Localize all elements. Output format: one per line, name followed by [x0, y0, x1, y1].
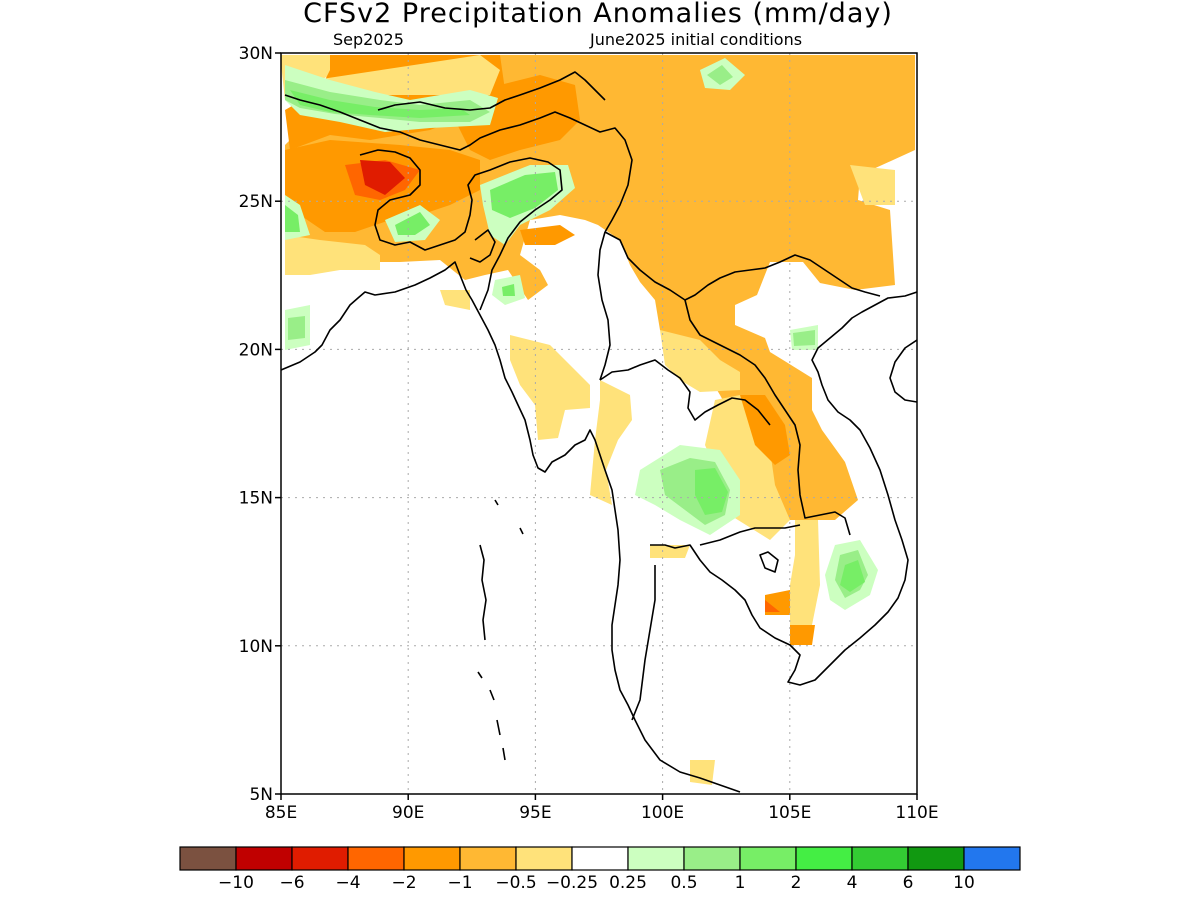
colorbar-label: −1 [447, 873, 472, 893]
colorbar-swatch [571, 846, 629, 871]
anomaly-patch [360, 160, 405, 195]
coastline-segment [759, 551, 779, 573]
y-tick-label: 25N [239, 192, 273, 212]
coastline-segment [631, 565, 656, 721]
colorbar-swatch [235, 846, 293, 871]
longitude-axis: 85E 90E 95E 100E 105E 110E [265, 794, 939, 823]
coastlines-and-borders [281, 71, 917, 793]
anomaly-patch [690, 760, 715, 785]
anomaly-patch [707, 65, 733, 85]
coastline-segment [699, 524, 801, 546]
coastline-segment [281, 261, 741, 793]
x-tick-label: 100E [641, 803, 684, 823]
anomaly-patch [790, 625, 815, 645]
anomaly-patch [395, 212, 430, 235]
colorbar-label: −0.5 [495, 873, 536, 893]
anomaly-patch [285, 235, 380, 275]
anomaly-patch [490, 172, 558, 218]
colorbar-swatch [627, 846, 685, 871]
coastline-segment [477, 671, 506, 761]
coastline-segment [597, 231, 611, 381]
anomaly-patch [695, 468, 728, 515]
gridlines [281, 53, 917, 794]
coastline-segment [650, 291, 917, 686]
colorbar-swatch [683, 846, 741, 871]
colorbar-swatch [907, 846, 965, 871]
colorbar-label: 2 [791, 873, 802, 893]
coastline-segment [599, 359, 771, 426]
colorbar-label: 1 [735, 873, 746, 893]
anomaly-shading [281, 55, 915, 785]
colorbar-label: 4 [847, 873, 858, 893]
colorbar-swatch [963, 846, 1021, 871]
colorbar-swatch [459, 846, 517, 871]
y-tick-label: 5N [249, 785, 273, 805]
anomaly-patch [765, 600, 780, 612]
coastline-segment [469, 229, 496, 263]
anomaly-patch [288, 316, 305, 340]
coastline-segment [494, 499, 524, 535]
colorbar-swatch [403, 846, 461, 871]
anomaly-patch [510, 335, 590, 440]
y-tick-label: 10N [239, 637, 273, 657]
coastline-segment [359, 149, 563, 311]
colorbar-swatch [347, 846, 405, 871]
x-tick-label: 90E [392, 803, 424, 823]
y-tick-label: 15N [239, 489, 273, 509]
colorbar-label: 0.5 [670, 873, 697, 893]
colorbar-swatch [851, 846, 909, 871]
y-tick-label: 30N [239, 44, 273, 64]
anomaly-patch [793, 330, 815, 346]
colorbar-swatch [795, 846, 853, 871]
colorbar-swatch [291, 846, 349, 871]
colorbar-swatch [179, 846, 237, 871]
anomaly-patch [502, 284, 515, 296]
x-tick-label: 105E [768, 803, 811, 823]
x-tick-label: 95E [519, 803, 551, 823]
y-tick-label: 20N [239, 340, 273, 360]
chart-subtitle-month: Sep2025 [333, 30, 404, 49]
colorbar-label: −10 [218, 873, 254, 893]
colorbar-label: −2 [391, 873, 416, 893]
coastline-segment [604, 231, 881, 301]
colorbar-label: −6 [279, 873, 304, 893]
chart-subtitle-initial-conditions: June2025 initial conditions [589, 30, 802, 49]
colorbar-label: 6 [903, 873, 914, 893]
colorbar-swatch [739, 846, 797, 871]
colorbar-label: 10 [953, 873, 975, 893]
anomaly-patch [315, 55, 500, 95]
anomaly-patch [285, 205, 300, 232]
anomaly-patch [840, 560, 865, 592]
anomaly-patch [520, 225, 575, 245]
colorbar: −10 −6 −4 −2 −1 −0.5 −0.25 0.25 0.5 1 2 4 6 10 [179, 846, 1021, 893]
latitude-axis: 5N 10N 15N 20N 25N 30N [239, 44, 281, 805]
coastline-segment [889, 339, 917, 403]
chart-title: CFSv2 Precipitation Anomalies (mm/day) [303, 0, 893, 29]
colorbar-swatch [515, 846, 573, 871]
anomaly-patch [650, 545, 690, 558]
x-tick-label: 85E [265, 803, 297, 823]
anomaly-patch [740, 395, 790, 465]
anomaly-patch [440, 290, 470, 310]
anomaly-patch [850, 165, 895, 205]
anomaly-patch [790, 520, 820, 625]
map-frame [280, 52, 918, 795]
colorbar-label: −0.25 [546, 873, 598, 893]
colorbar-label: −4 [335, 873, 360, 893]
anomaly-patch [590, 380, 632, 505]
coastline-segment [377, 71, 606, 111]
anomaly-patch [660, 330, 740, 392]
coastline-segment [684, 299, 851, 536]
x-tick-label: 110E [895, 803, 938, 823]
coastline-segment [284, 94, 633, 233]
anomaly-patch [705, 395, 790, 540]
colorbar-label: 0.25 [609, 873, 647, 893]
coastline-segment [479, 544, 487, 641]
